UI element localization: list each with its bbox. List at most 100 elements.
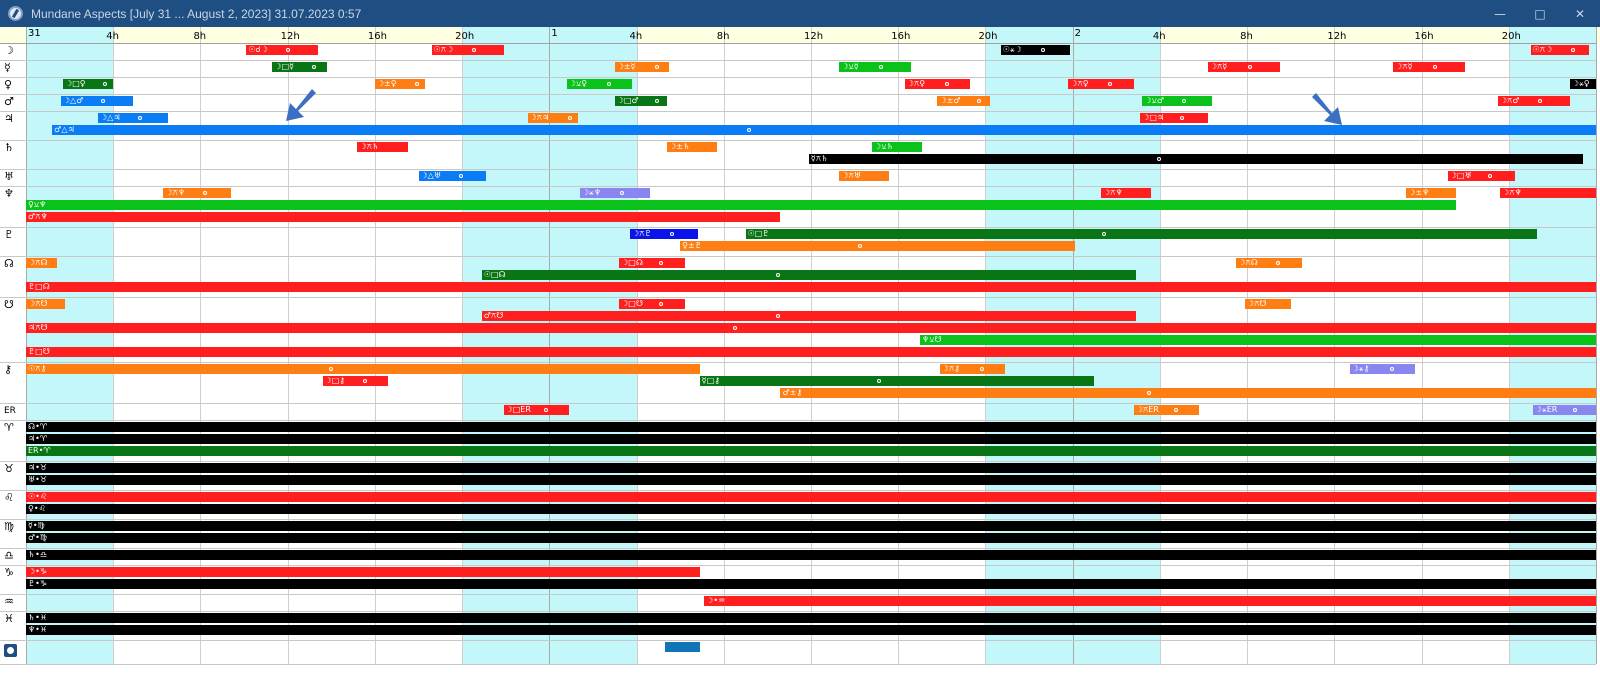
aspect-bar[interactable]: ♇□☋ <box>26 347 1596 357</box>
aspect-bar[interactable]: ☽□☊ <box>619 258 685 268</box>
aspect-bar[interactable]: ♆•♓ <box>26 625 1596 635</box>
aspect-bar[interactable]: ☽□⚷ <box>322 376 388 386</box>
aspect-bar[interactable]: ☽±♂ <box>937 96 990 106</box>
aspect-bar[interactable]: ☽□☿ <box>272 62 327 72</box>
aspect-bar[interactable]: ☽△♂ <box>60 96 133 106</box>
aspect-bar[interactable]: ☽⚻♆ <box>1101 188 1152 198</box>
aspect-bar[interactable]: ☽⚻☊ <box>26 258 57 268</box>
aspect-bar[interactable]: ♂⚻☋ <box>481 311 1136 321</box>
aspect-bar[interactable]: ♂±⚷ <box>780 388 1596 398</box>
aspect-bar[interactable]: ☽⚹♆ <box>579 188 650 198</box>
aspect-bar[interactable]: ☉•♌ <box>26 492 1596 502</box>
exact-aspect-marker <box>1433 65 1438 69</box>
aspect-bar[interactable]: ☽⚹♀ <box>1569 79 1596 89</box>
aspect-bar[interactable]: ☽□♀ <box>63 79 114 89</box>
aspect-bar[interactable]: ☽⚻☋ <box>1244 299 1291 309</box>
aspect-bar[interactable]: ☽□♃ <box>1140 113 1208 123</box>
grid-line-vertical <box>898 27 899 664</box>
aspect-bar[interactable]: ♂•♍ <box>26 533 1596 543</box>
aspect-bar[interactable]: ♀⚺♆ <box>26 200 1457 210</box>
aspect-bar[interactable]: ♂△♃ <box>52 125 1596 135</box>
aspect-bar[interactable]: ☉□☊ <box>481 270 1136 280</box>
aspect-bar[interactable]: ☽⚻♀ <box>904 79 971 89</box>
aspect-bar[interactable]: ☽□☋ <box>619 299 685 309</box>
aspect-bar[interactable]: ☽⚻♂ <box>1497 96 1570 106</box>
aspect-bar[interactable]: ☽⚺♂ <box>1142 96 1213 106</box>
aspect-bar[interactable]: ☉⚻☽ <box>1530 45 1590 55</box>
aspect-bar[interactable]: ☊•♈ <box>26 422 1596 432</box>
row-symbol: ♉ <box>4 462 14 475</box>
aspect-bar[interactable]: ☽⚻⚷ <box>939 364 1006 374</box>
aspect-bar[interactable]: ☽⚻☋ <box>26 299 66 309</box>
aspect-bar[interactable]: ♆⚺☋ <box>920 335 1596 345</box>
grid-line-horizontal <box>0 519 1596 520</box>
aspect-bar[interactable]: ☽⚹⚷ <box>1349 364 1415 374</box>
minimize-button[interactable]: — <box>1480 0 1520 27</box>
aspect-label: ♄•♓ <box>28 613 48 622</box>
aspect-bar[interactable]: ♀•♌ <box>26 504 1596 514</box>
aspect-bar[interactable]: ☽□♅ <box>1447 171 1516 181</box>
close-button[interactable]: ✕ <box>1560 0 1600 27</box>
aspect-bar[interactable]: ☽△♅ <box>418 171 487 181</box>
aspect-bar[interactable]: ☽±♀ <box>374 79 426 89</box>
aspect-bar[interactable]: ♅•♉ <box>26 475 1596 485</box>
aspect-bar[interactable]: ☉⚹☽ <box>1000 45 1071 55</box>
aspect-bar[interactable]: ♀±♇ <box>680 241 1075 251</box>
aspect-bar[interactable]: ♃⚻☋ <box>26 323 1596 333</box>
aspect-bar[interactable]: ☿⚻♄ <box>808 154 1583 164</box>
aspects-timeline-chart[interactable]: 31 1 2 4h 8h 12h 16h 20h 4h 8h 12h 16h 20h 4h 8h 12h 16h… <box>0 27 1600 693</box>
exact-aspect-marker <box>944 82 949 86</box>
minimize-icon: — <box>1494 6 1506 21</box>
aspect-bar[interactable]: ♃•♈ <box>26 434 1596 444</box>
aspect-bar[interactable]: ♃•♉ <box>26 463 1596 473</box>
aspect-bar[interactable]: ☽⚻♆ <box>1500 188 1596 198</box>
grid-line-vertical <box>811 27 812 664</box>
aspect-bar[interactable]: ♄•♎ <box>26 550 1596 560</box>
aspect-bar[interactable]: ☿•♍ <box>26 521 1596 531</box>
aspect-bar[interactable]: ☽±♆ <box>1406 188 1457 198</box>
aspect-bar[interactable]: ☽±♄ <box>667 142 718 152</box>
aspect-bar[interactable]: ♇•♑ <box>26 579 1596 589</box>
aspect-bar[interactable]: ☽⚺☿ <box>839 62 912 72</box>
aspect-bar[interactable]: ☽⚻♅ <box>839 171 890 181</box>
aspect-bar[interactable]: ☽⚻ER <box>1133 405 1200 415</box>
aspect-bar[interactable]: ☽△♃ <box>97 113 168 123</box>
exact-aspect-marker <box>659 302 664 306</box>
grid-line-horizontal <box>0 111 1596 112</box>
aspect-bar[interactable]: ☽•♒ <box>704 596 1596 606</box>
aspect-bar[interactable]: ☽□♂ <box>614 96 668 106</box>
aspect-bar[interactable]: ☽⚻♇ <box>630 229 698 239</box>
aspect-bar[interactable]: ☽⚻♄ <box>357 142 408 152</box>
grid-line-horizontal <box>0 594 1596 595</box>
exact-aspect-marker <box>1572 408 1577 412</box>
aspect-bar[interactable]: ☉☌☽ <box>246 45 319 55</box>
maximize-button[interactable]: □ <box>1520 0 1560 27</box>
exact-aspect-marker <box>746 128 751 132</box>
aspect-bar[interactable]: ☿□⚷ <box>699 376 1095 386</box>
aspect-bar[interactable]: ☽⚺♄ <box>872 142 923 152</box>
aspect-bar[interactable]: ☉⚻⚷ <box>26 364 700 374</box>
aspect-bar[interactable]: ☽⚻♀ <box>1068 79 1134 89</box>
aspect-bar[interactable]: ☽⚺♀ <box>566 79 633 89</box>
aspect-bar[interactable]: ☽•♑ <box>26 567 700 577</box>
aspect-label: ☽⚻♆ <box>1502 188 1522 197</box>
aspect-bar[interactable]: ☽□ER <box>503 405 569 415</box>
aspect-bar[interactable]: ☽±☿ <box>614 62 670 72</box>
aspect-bar[interactable]: ♇□☊ <box>26 282 1596 292</box>
aspect-bar[interactable] <box>664 642 700 652</box>
aspect-bar[interactable]: ☽⚻☿ <box>1207 62 1280 72</box>
aspect-bar[interactable]: ☽⚻☊ <box>1236 258 1302 268</box>
aspect-bar[interactable]: ☽⚻☿ <box>1393 62 1466 72</box>
aspect-bar[interactable]: ☽⚻♆ <box>163 188 231 198</box>
aspect-bar[interactable]: ☉⚻☽ <box>431 45 504 55</box>
aspect-bar[interactable]: ♄•♓ <box>26 613 1596 623</box>
exact-aspect-marker <box>606 82 611 86</box>
exact-aspect-marker <box>619 191 624 195</box>
aspect-bar[interactable]: ☽⚹ER <box>1532 405 1596 415</box>
aspect-bar[interactable]: ☽⚻♃ <box>527 113 578 123</box>
aspect-bar[interactable]: ☉□♇ <box>745 229 1538 239</box>
aspect-bar[interactable]: ER•♈ <box>26 446 1596 456</box>
aspect-label: ☽□⚷ <box>324 376 346 385</box>
aspect-bar[interactable]: ♂⚻♆ <box>26 212 781 222</box>
exact-aspect-marker <box>414 82 419 86</box>
